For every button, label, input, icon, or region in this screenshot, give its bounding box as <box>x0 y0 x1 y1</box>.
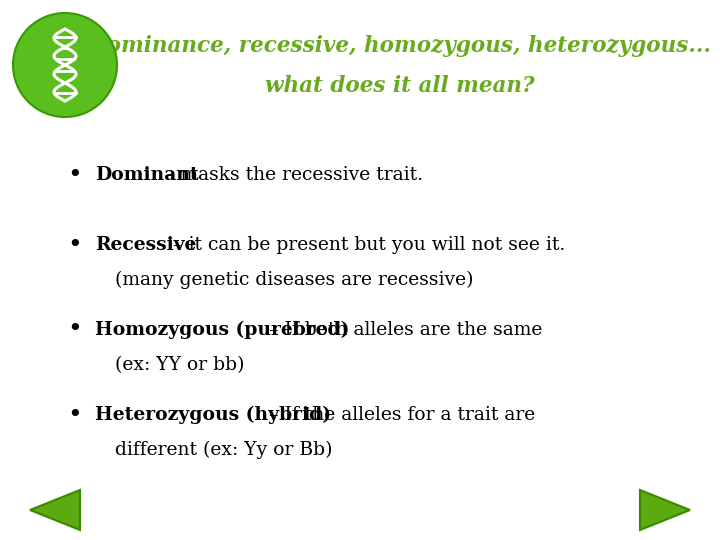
Text: •: • <box>68 403 82 427</box>
Text: – If both alleles are the same: – If both alleles are the same <box>263 321 542 339</box>
Text: Recessive: Recessive <box>95 236 197 254</box>
Text: •: • <box>68 233 82 256</box>
Text: Heterozygous (hybrid): Heterozygous (hybrid) <box>95 406 331 424</box>
Text: – If the alleles for a trait are: – If the alleles for a trait are <box>263 406 535 424</box>
Text: what does it all mean?: what does it all mean? <box>265 75 535 97</box>
Polygon shape <box>30 490 80 530</box>
Text: (many genetic diseases are recessive): (many genetic diseases are recessive) <box>115 271 474 289</box>
Text: •: • <box>68 164 82 186</box>
Text: Dominance, recessive, homozygous, heterozygous...: Dominance, recessive, homozygous, hetero… <box>89 35 711 57</box>
Text: – masks the recessive trait.: – masks the recessive trait. <box>159 166 423 184</box>
Text: Dominant: Dominant <box>95 166 199 184</box>
Text: – it can be present but you will not see it.: – it can be present but you will not see… <box>167 236 565 254</box>
Circle shape <box>13 13 117 117</box>
Text: (ex: YY or bb): (ex: YY or bb) <box>115 356 245 374</box>
Polygon shape <box>640 490 690 530</box>
Text: •: • <box>68 319 82 341</box>
Text: Homozygous (purebred): Homozygous (purebred) <box>95 321 349 339</box>
Text: different (ex: Yy or Bb): different (ex: Yy or Bb) <box>115 441 333 459</box>
